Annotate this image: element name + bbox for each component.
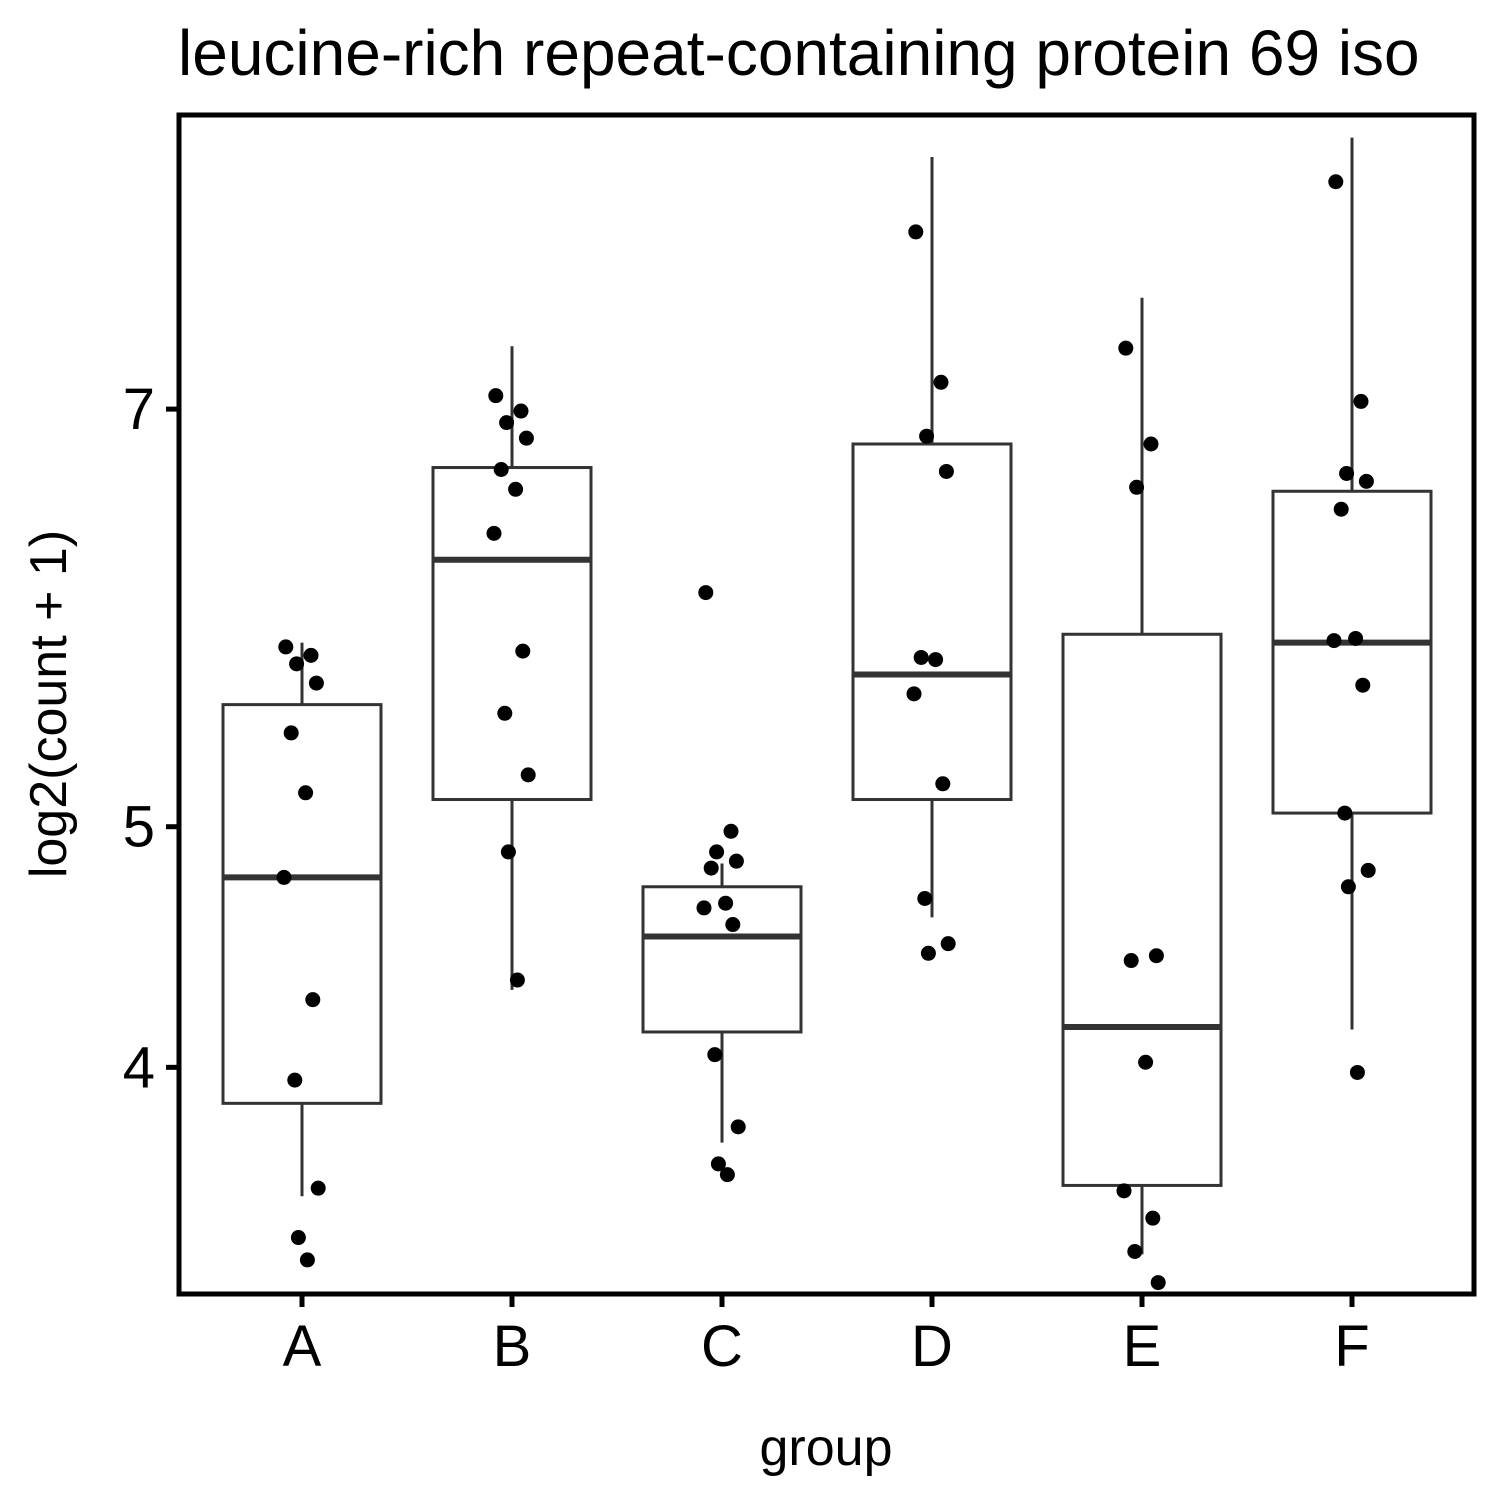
x-tick-label: B (493, 1314, 532, 1379)
data-point-A (303, 647, 319, 663)
box-B (431, 346, 593, 990)
data-point-F (1355, 677, 1371, 693)
data-point-C (728, 853, 744, 869)
data-point-B (486, 525, 502, 541)
data-point-F (1328, 174, 1344, 190)
data-point-A (298, 785, 314, 801)
y-tick-label: 5 (123, 795, 155, 860)
y-axis: 4 5 7 (123, 377, 179, 1100)
data-point-B (508, 481, 524, 497)
data-point-A (310, 1180, 326, 1196)
data-point-F (1360, 862, 1376, 878)
data-point-D (906, 686, 922, 702)
data-point-D (928, 652, 944, 668)
chart-title: leucine-rich repeat-containing protein 6… (178, 17, 1420, 89)
box-C (641, 863, 803, 1143)
data-point-A (305, 992, 321, 1008)
data-point-D (933, 374, 949, 390)
x-tick-label: A (283, 1314, 322, 1379)
data-point-C (725, 917, 741, 933)
data-point-F (1358, 473, 1374, 489)
data-point-D (919, 428, 935, 444)
data-point-C (707, 1047, 723, 1063)
data-point-E (1123, 953, 1139, 969)
box-iqr (851, 442, 1013, 802)
data-point-B (518, 430, 534, 446)
box-D (851, 156, 1013, 918)
data-point-E (1143, 436, 1159, 452)
data-point-D (940, 936, 956, 952)
data-point-B (500, 844, 516, 860)
y-tick-label: 4 (123, 1035, 155, 1100)
x-tick-label: F (1334, 1314, 1369, 1379)
data-point-E (1138, 1054, 1154, 1070)
data-point-E (1116, 1183, 1132, 1199)
data-point-D (917, 890, 933, 906)
y-axis-title: log2(count + 1) (20, 530, 78, 878)
data-point-D (935, 776, 951, 792)
data-point-F (1353, 393, 1369, 409)
data-point-E (1150, 1275, 1166, 1291)
data-point-E (1129, 479, 1145, 495)
data-point-C (710, 1156, 726, 1172)
data-point-B (493, 461, 509, 477)
x-tick-label: D (911, 1314, 953, 1379)
points-layer (276, 174, 1376, 1291)
data-point-F (1348, 630, 1364, 646)
data-point-C (723, 823, 739, 839)
data-point-A (287, 1072, 303, 1088)
data-point-E (1127, 1243, 1143, 1259)
data-point-A (308, 675, 324, 691)
data-point-B (515, 643, 531, 659)
data-point-C (718, 895, 734, 911)
data-point-F (1340, 879, 1356, 895)
box-A (221, 642, 383, 1197)
data-point-B (488, 388, 504, 404)
y-tick-label: 7 (123, 377, 155, 442)
x-tick-label: E (1123, 1314, 1162, 1379)
data-point-E (1148, 948, 1164, 964)
plot-panel (176, 112, 1477, 1297)
data-point-B (497, 705, 513, 721)
data-point-F (1337, 805, 1353, 821)
data-point-F (1349, 1064, 1365, 1080)
data-point-A (276, 869, 292, 885)
data-point-D (920, 945, 936, 961)
data-point-F (1326, 633, 1342, 649)
box-iqr (641, 885, 803, 1034)
data-point-C (698, 585, 714, 601)
data-point-B (509, 972, 525, 988)
data-point-A (289, 656, 305, 672)
data-point-B (520, 767, 536, 783)
data-point-C (696, 900, 712, 916)
x-axis-title: group (760, 1419, 893, 1477)
data-point-D (913, 649, 929, 665)
data-point-A (299, 1252, 315, 1268)
box-iqr (431, 466, 593, 802)
data-point-A (290, 1230, 306, 1246)
box-iqr (1271, 489, 1433, 815)
data-point-D (908, 224, 924, 240)
boxes-layer (221, 137, 1433, 1255)
data-point-C (730, 1119, 746, 1135)
data-point-B (499, 415, 515, 431)
data-point-E (1145, 1210, 1161, 1226)
x-axis: A B C D E F (283, 1294, 1370, 1379)
data-point-C (719, 1167, 735, 1183)
data-point-F (1333, 501, 1349, 517)
data-point-C (703, 860, 719, 876)
box-F (1271, 137, 1433, 1030)
data-point-C (709, 844, 725, 860)
box-iqr (1061, 632, 1223, 1187)
data-point-E (1118, 340, 1134, 356)
box-iqr (221, 703, 383, 1105)
data-point-B (513, 403, 529, 419)
data-point-D (938, 463, 954, 479)
data-point-A (278, 639, 294, 655)
box-E (1061, 297, 1223, 1255)
data-point-A (283, 725, 299, 741)
x-tick-label: C (701, 1314, 743, 1379)
data-point-F (1339, 465, 1355, 481)
